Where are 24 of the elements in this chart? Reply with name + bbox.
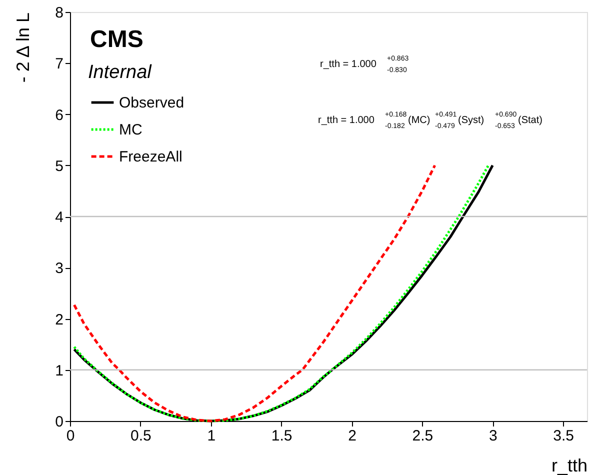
y-tick-label: 8: [55, 4, 64, 22]
x-axis-title: r_tth: [551, 456, 588, 475]
y-tick-label: 4: [55, 209, 64, 226]
x-tick-label: 2.5: [412, 428, 434, 444]
legend-label: FreezeAll: [119, 148, 182, 166]
annotation: Internal: [88, 62, 152, 83]
y-tick-label: 1: [55, 362, 64, 380]
y-tick-label: 3: [55, 260, 64, 278]
y-axis-title: - 2 Δ ln L: [13, 12, 34, 83]
annotation: CMS: [90, 26, 144, 53]
legend-label: MC: [119, 122, 142, 138]
x-tick-label: 1.5: [271, 428, 292, 444]
x-tick-label: 0.5: [130, 428, 152, 444]
legend-label: Observed: [119, 94, 184, 112]
x-tick-label: 3: [488, 428, 498, 444]
x-tick-label: 2: [348, 428, 356, 444]
x-tick-label: 3.5: [553, 428, 574, 444]
y-tick-label: 5: [55, 158, 64, 175]
y-tick-label: 7: [55, 56, 64, 73]
x-tick-label: 0: [66, 428, 75, 444]
x-tick-label: 1: [207, 428, 216, 444]
y-tick-label: 0: [55, 414, 64, 430]
y-tick-label: 2: [55, 311, 64, 328]
y-tick-label: 6: [55, 106, 64, 124]
